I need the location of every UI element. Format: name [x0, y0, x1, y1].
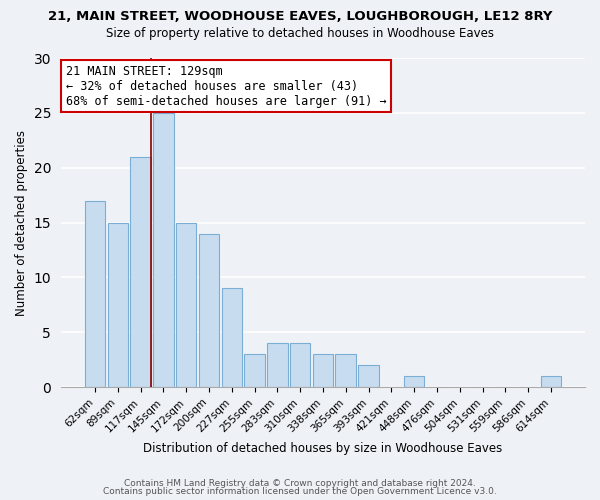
Bar	[221, 288, 242, 387]
Bar	[244, 354, 265, 387]
X-axis label: Distribution of detached houses by size in Woodhouse Eaves: Distribution of detached houses by size …	[143, 442, 503, 455]
Bar	[313, 354, 333, 387]
Bar	[85, 200, 105, 387]
Text: 21 MAIN STREET: 129sqm
← 32% of detached houses are smaller (43)
68% of semi-det: 21 MAIN STREET: 129sqm ← 32% of detached…	[66, 64, 387, 108]
Bar	[290, 343, 310, 387]
Text: Contains HM Land Registry data © Crown copyright and database right 2024.: Contains HM Land Registry data © Crown c…	[124, 478, 476, 488]
Bar	[107, 222, 128, 387]
Y-axis label: Number of detached properties: Number of detached properties	[15, 130, 28, 316]
Bar	[404, 376, 424, 387]
Bar	[176, 222, 196, 387]
Bar	[199, 234, 219, 387]
Bar	[130, 156, 151, 387]
Bar	[267, 343, 287, 387]
Text: 21, MAIN STREET, WOODHOUSE EAVES, LOUGHBOROUGH, LE12 8RY: 21, MAIN STREET, WOODHOUSE EAVES, LOUGHB…	[48, 10, 552, 23]
Bar	[153, 113, 173, 387]
Bar	[541, 376, 561, 387]
Text: Contains public sector information licensed under the Open Government Licence v3: Contains public sector information licen…	[103, 487, 497, 496]
Bar	[358, 365, 379, 387]
Text: Size of property relative to detached houses in Woodhouse Eaves: Size of property relative to detached ho…	[106, 28, 494, 40]
Bar	[335, 354, 356, 387]
